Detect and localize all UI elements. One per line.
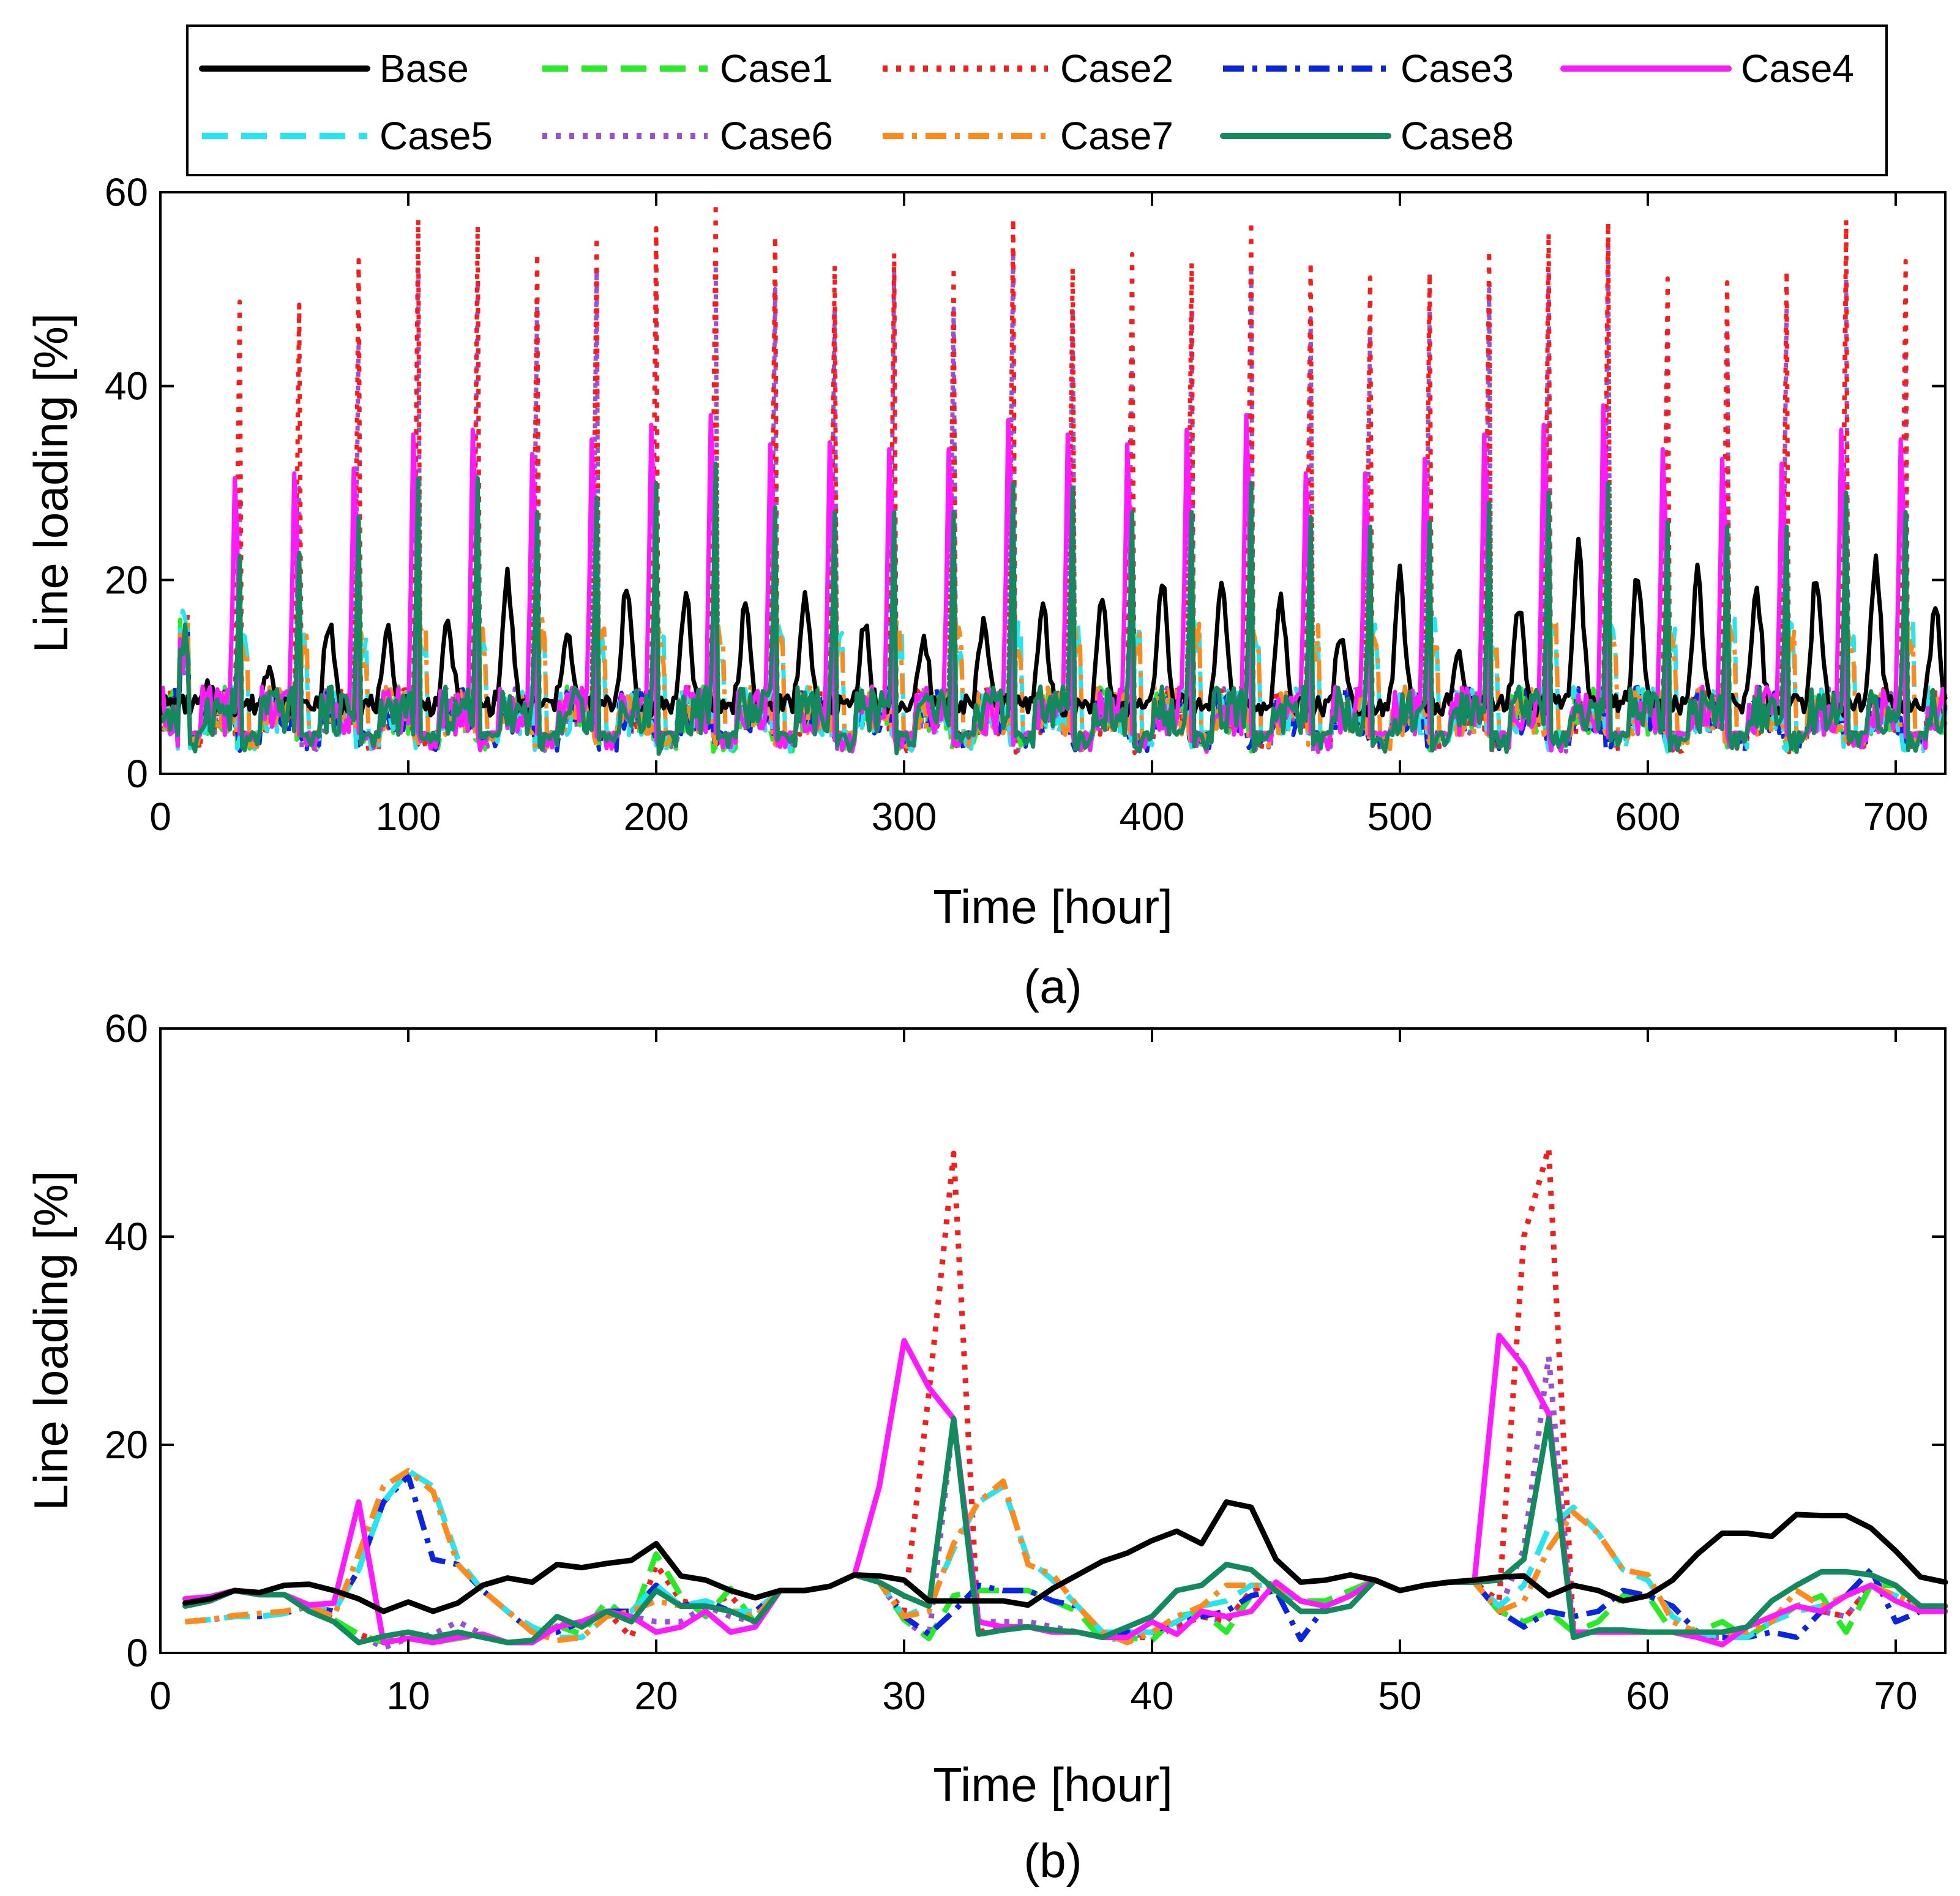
panel-b-xtick-label: 20	[634, 1674, 678, 1718]
legend-label-case1: Case1	[720, 47, 833, 91]
panel-a-ytick-label: 60	[105, 170, 148, 214]
legend-entry-case8: Case8	[1220, 114, 1514, 158]
panel-b-xtick-label: 70	[1874, 1674, 1917, 1718]
panel-a-xtick-label: 200	[624, 795, 689, 839]
panel-a-series-case8	[160, 461, 1948, 756]
panel-a-xtick-label: 300	[872, 795, 937, 839]
legend-label-case5: Case5	[380, 114, 493, 158]
legend-entry-case1: Case1	[542, 47, 833, 91]
panel-b-ytick-label: 40	[105, 1215, 148, 1259]
legend-label-case3: Case3	[1401, 47, 1514, 91]
panel-a: 0 100 200 300 400 500 600 700 0 20 40 60 Time [hour…	[24, 170, 1948, 1013]
legend-label-case8: Case8	[1401, 114, 1514, 158]
panel-b-series-case1	[184, 1551, 1945, 1646]
panel-b-xtick-label: 40	[1130, 1674, 1173, 1718]
legend: Base Case1 Case2 Case3 Case4 Case5 Case6 Case7 C…	[186, 24, 1888, 176]
panel-a-xlabel: Time [hour]	[933, 880, 1173, 934]
panel-a-ytick-label: 40	[105, 364, 148, 408]
legend-entry-case3: Case3	[1223, 47, 1514, 91]
legend-entry-case4: Case4	[1560, 47, 1854, 91]
legend-entry-case6: Case6	[542, 114, 833, 158]
panel-b-ytick-label: 0	[126, 1631, 148, 1675]
legend-entry-case5: Case5	[202, 114, 493, 158]
panel-b-xtick-label: 60	[1626, 1674, 1669, 1718]
panel-b: 0 10 20 30 40 50 60 70 0 20 40 60 Time [hour] Line …	[24, 1006, 1948, 1887]
panel-b-series-case3	[185, 1473, 1945, 1643]
legend-label-case7: Case7	[1060, 114, 1173, 158]
legend-label-case2: Case2	[1060, 47, 1173, 91]
panel-b-ylabel: Line loading [%]	[24, 1171, 78, 1510]
panel-a-xtick-label: 100	[376, 795, 441, 839]
panel-b-series-case8	[182, 1416, 1948, 1646]
legend-label-case4: Case4	[1741, 47, 1854, 91]
panel-b-axes-frame	[159, 1027, 1947, 1654]
legend-label-case6: Case6	[720, 114, 833, 158]
panel-a-ytick-label: 0	[126, 752, 148, 796]
panel-b-series	[182, 1145, 1948, 1651]
panel-a-ytick-label: 20	[105, 558, 148, 602]
panel-b-ytick-label: 60	[105, 1006, 148, 1051]
panel-b-xtick-label: 30	[882, 1674, 926, 1718]
panel-a-ylabel: Line loading [%]	[24, 313, 78, 653]
legend-entry-case7: Case7	[883, 114, 1173, 158]
legend-entry-case2: Case2	[883, 47, 1173, 91]
panel-a-series	[160, 200, 1948, 757]
legend-box	[186, 24, 1888, 176]
legend-entry-base: Base	[199, 47, 469, 91]
panel-b-xtick-label: 0	[149, 1674, 171, 1718]
panel-b-xlabel: Time [hour]	[933, 1758, 1173, 1812]
panel-b-xtick-label: 50	[1378, 1674, 1421, 1718]
panel-a-xtick-label: 400	[1120, 795, 1185, 839]
panel-a-xtick-label: 700	[1863, 795, 1929, 839]
panel-b-ytick-label: 20	[105, 1423, 148, 1467]
panel-b-label: (b)	[1023, 1834, 1082, 1887]
panel-a-label: (a)	[1023, 959, 1082, 1013]
panel-b-series-base	[182, 1499, 1948, 1614]
legend-label-base: Base	[380, 47, 469, 91]
panel-a-xtick-label: 500	[1367, 795, 1433, 839]
panel-a-xtick-label: 0	[149, 795, 171, 839]
panel-a-axes-frame	[159, 191, 1947, 775]
panel-b-xtick-label: 10	[386, 1674, 430, 1718]
panel-a-xtick-label: 600	[1615, 795, 1681, 839]
